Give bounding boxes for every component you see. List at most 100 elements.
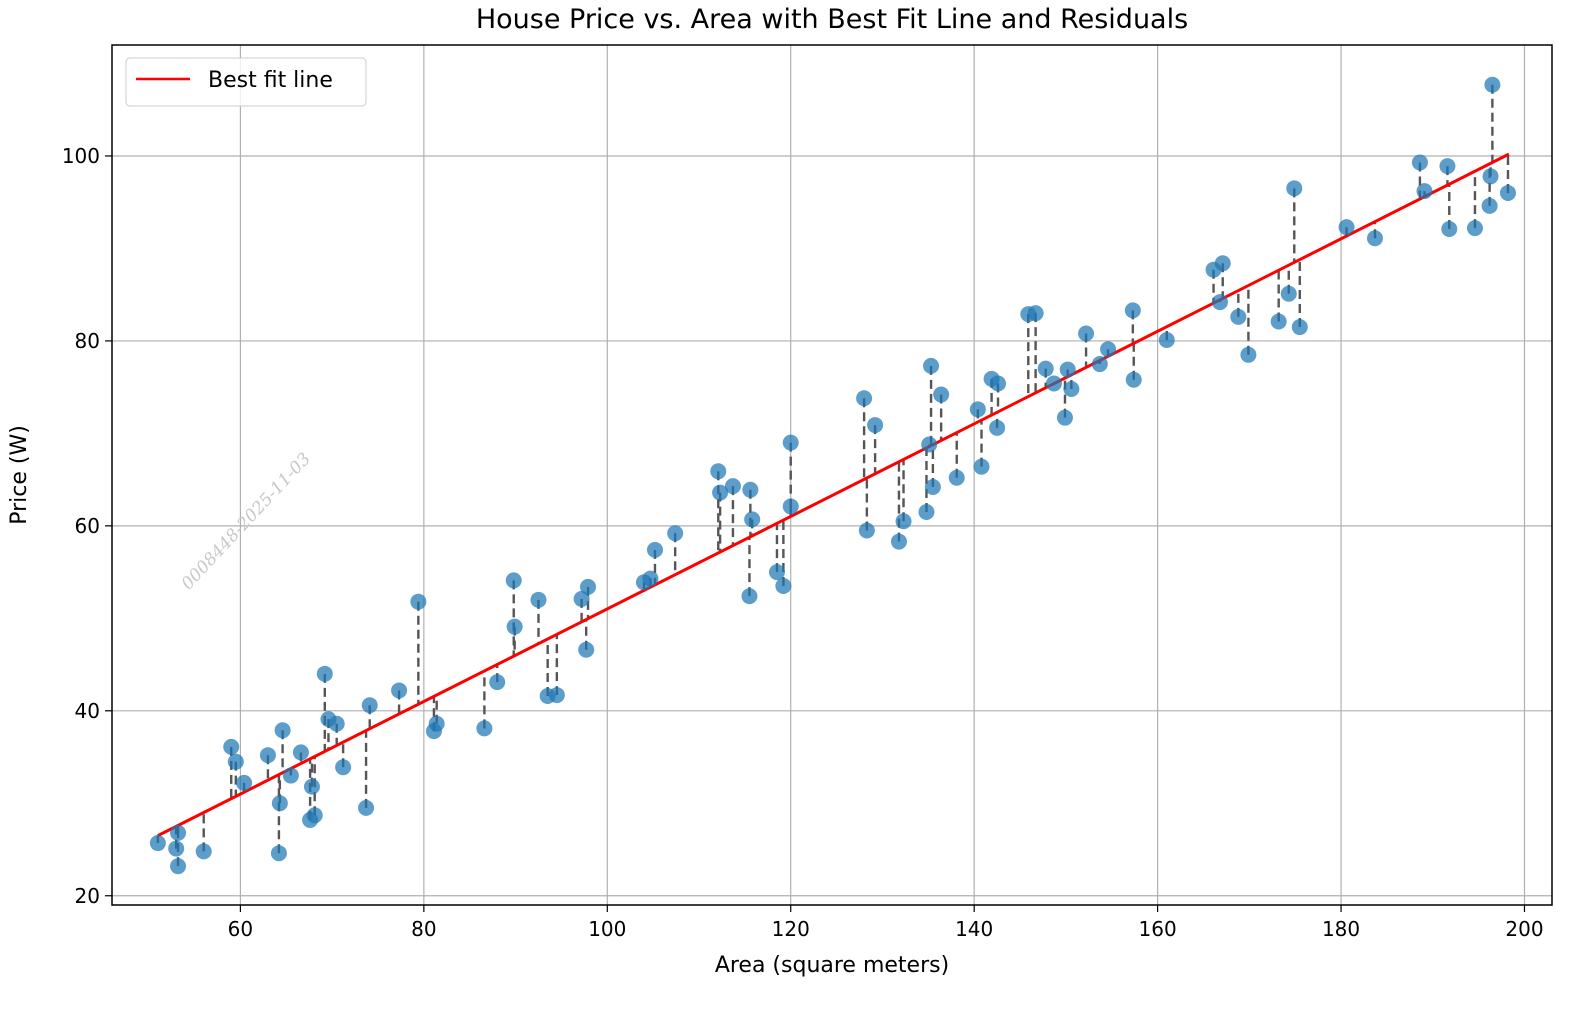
scatter-point (306, 807, 323, 824)
scatter-point (667, 525, 684, 542)
scatter-point (580, 578, 597, 595)
best-fit-line-group (157, 152, 1510, 837)
grid (112, 45, 1552, 905)
scatter-point (548, 687, 565, 704)
scatter-point (1499, 184, 1516, 201)
scatter-point (923, 357, 940, 374)
scatter-point (1100, 341, 1117, 358)
scatter-point (1280, 285, 1297, 302)
scatter-point (1214, 255, 1231, 272)
scatter-point (1482, 168, 1499, 185)
scatter-point (170, 858, 187, 875)
x-tick-label: 160 (1139, 917, 1177, 941)
scatter-point (744, 511, 761, 528)
scatter-point (924, 479, 941, 496)
scatter-point (476, 720, 493, 737)
scatter-point (358, 799, 375, 816)
scatter-point (506, 618, 523, 635)
scatter-point (1240, 346, 1257, 363)
scatter-point (1286, 180, 1303, 197)
scatter-point (742, 481, 759, 498)
scatter-point (1078, 325, 1095, 342)
x-tick-label: 100 (588, 917, 626, 941)
scatter-point (149, 835, 166, 852)
scatter-points (149, 76, 1516, 875)
y-tick-label: 20 (75, 884, 100, 908)
scatter-point (573, 590, 590, 607)
scatter-point (292, 744, 309, 761)
scatter-point (918, 503, 935, 520)
scatter-point (505, 572, 522, 589)
scatter-point (236, 774, 253, 791)
scatter-point (990, 375, 1007, 392)
x-tick-label: 120 (772, 917, 810, 941)
y-tick-label: 100 (62, 144, 100, 168)
scatter-point (1037, 360, 1054, 377)
scatter-point (328, 715, 345, 732)
scatter-point (1124, 302, 1141, 319)
scatter-point (1441, 221, 1458, 238)
scatter-point (921, 436, 938, 453)
scatter-point (335, 759, 352, 776)
scatter-point (1291, 319, 1308, 336)
scatter-point (271, 795, 288, 812)
chart-title: House Price vs. Area with Best Fit Line … (476, 4, 1188, 35)
scatter-point (775, 577, 792, 594)
scatter-point (1439, 158, 1456, 175)
scatter-point (1158, 331, 1175, 348)
scatter-point (768, 564, 785, 581)
x-tick-label: 180 (1322, 917, 1360, 941)
scatter-point (428, 715, 445, 732)
scatter-point (303, 778, 320, 795)
scatter-point (170, 824, 187, 841)
scatter-point (530, 591, 547, 608)
y-tick-label: 80 (75, 329, 100, 353)
y-axis-ticks: 20 40 60 80 100 (62, 144, 112, 908)
scatter-point (989, 419, 1006, 436)
y-tick-label: 40 (75, 699, 100, 723)
scatter-point (782, 498, 799, 515)
scatter-point (1027, 305, 1044, 322)
y-axis-label: Price (W) (7, 425, 32, 525)
scatter-point (361, 697, 378, 714)
scatter-point (969, 401, 986, 418)
scatter-point (1338, 219, 1355, 236)
scatter-point (890, 533, 907, 550)
plot-frame (111, 44, 1553, 906)
x-tick-label: 200 (1505, 917, 1543, 941)
scatter-point (1411, 154, 1428, 171)
scatter-point (856, 390, 873, 407)
scatter-point (712, 484, 729, 501)
scatter-point (646, 541, 663, 558)
scatter-point (1045, 375, 1062, 392)
scatter-point (710, 463, 727, 480)
x-axis-ticks: 60 80 100 120 140 160 180 200 (228, 905, 1544, 941)
scatter-point (1230, 308, 1247, 325)
x-tick-label: 80 (411, 917, 436, 941)
scatter-point (1416, 183, 1433, 200)
scatter-point (410, 593, 427, 610)
best-fit-line (157, 152, 1510, 837)
scatter-point (973, 458, 990, 475)
scatter-point (578, 641, 595, 658)
scatter-point (858, 522, 875, 539)
x-axis-label: Area (square meters) (715, 953, 949, 978)
scatter-point (1484, 76, 1501, 93)
x-tick-label: 140 (955, 917, 993, 941)
legend: Best fit line (125, 57, 367, 107)
scatter-point (782, 434, 799, 451)
scatter-point (259, 747, 276, 764)
scatter-point (642, 570, 659, 587)
scatter-point (391, 682, 408, 699)
scatter-point (724, 478, 741, 495)
scatter-point (1466, 220, 1483, 237)
scatter-point (1366, 230, 1383, 247)
scatter-point (1125, 371, 1142, 388)
scatter-point (895, 513, 912, 530)
scatter-point (1091, 356, 1108, 373)
scatter-point (270, 845, 287, 862)
scatter-point (227, 753, 244, 770)
legend-box (125, 57, 367, 107)
